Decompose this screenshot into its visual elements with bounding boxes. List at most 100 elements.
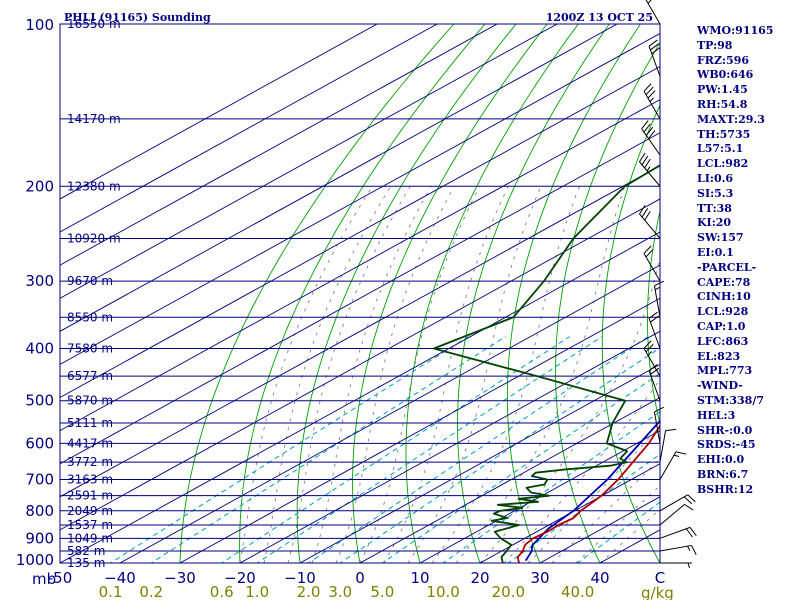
moist-adiabat-line <box>527 425 660 563</box>
isotherm-line <box>299 363 660 563</box>
mixing-ratio-tick-label: 5.0 <box>370 583 394 600</box>
temperature-tick-label: −20 <box>224 569 256 587</box>
pressure-tick-label: 1000 <box>16 551 54 569</box>
mixing-ratio-tick-label: 2.0 <box>297 583 321 600</box>
height-label: 135 m <box>67 556 105 570</box>
isotherm-line <box>239 330 660 563</box>
index-line: STM:338/7 <box>697 393 764 407</box>
mixing-ratio-line <box>381 372 660 563</box>
isotherm-line <box>179 297 660 563</box>
isotherm-line <box>119 264 660 563</box>
index-line: LI:0.6 <box>697 171 734 185</box>
temperature-tick-label: −40 <box>104 569 136 587</box>
wind-barb <box>659 526 697 539</box>
wind-barb <box>659 544 697 555</box>
moist-adiabat-line <box>503 378 660 563</box>
dry-adiabat-line <box>457 24 610 563</box>
height-label: 12380 m <box>67 179 121 193</box>
mixing-ratio-line <box>150 336 506 563</box>
height-label: 5870 m <box>67 394 113 408</box>
index-line: TP:98 <box>697 38 733 52</box>
index-line: WB0:646 <box>697 68 754 82</box>
mixing-ratio-tick-label: 0.1 <box>99 583 123 600</box>
dry-adiabat-line <box>239 24 486 563</box>
wind-barb <box>641 120 661 156</box>
pressure-tick-label: 800 <box>25 502 54 520</box>
height-label: 4417 m <box>67 436 113 450</box>
wind-barb <box>645 0 661 25</box>
height-label: 1049 m <box>67 531 113 545</box>
dry-adiabat-line <box>296 24 517 563</box>
index-line: CINH:10 <box>697 290 751 304</box>
height-label: 9670 m <box>67 274 113 288</box>
pressure-tick-label: 600 <box>25 434 54 452</box>
index-line: RH:54.8 <box>697 97 748 111</box>
stability-indices-panel: WMO:91165 TP:98 FRZ:596 WB0:646 PW:1.45 RH:54… <box>697 24 800 498</box>
height-label: 3772 m <box>67 455 113 469</box>
temperature-tick-label: 0 <box>355 569 365 587</box>
index-line: LCL:982 <box>697 157 749 171</box>
mixing-ratio-line <box>339 347 660 563</box>
index-line: BSHR:12 <box>697 482 754 496</box>
wind-barb <box>648 39 661 77</box>
pressure-tick-label: 200 <box>25 177 54 195</box>
isotherm-line <box>60 132 660 465</box>
dry-adiabats <box>179 24 660 563</box>
index-line: PW:1.45 <box>697 83 748 97</box>
dewpoint-trace <box>432 164 660 563</box>
mixing-ratio-line <box>507 453 660 563</box>
wind-barb <box>643 340 661 377</box>
pressure-tick-label: 300 <box>25 272 54 290</box>
pressure-unit: mb <box>32 570 56 588</box>
height-label: 1537 m <box>67 518 113 532</box>
height-label: 3163 m <box>67 473 113 487</box>
temperature-trace <box>516 424 660 563</box>
temperature-tick-label: 30 <box>530 569 549 587</box>
index-line: LCL:928 <box>697 305 749 319</box>
mixing-ratio-lines <box>109 336 660 563</box>
isotherm-line <box>60 24 439 233</box>
isotherm-line <box>60 99 660 432</box>
isotherm-line <box>419 430 660 563</box>
wind-barb <box>639 204 661 239</box>
index-line: HEL:3 <box>697 408 736 422</box>
isotherms <box>60 24 660 563</box>
temperature-tick-label: −10 <box>284 569 316 587</box>
index-line: SHR-:0.0 <box>697 423 753 437</box>
index-line: -WIND- <box>697 379 743 393</box>
height-label: 7580 m <box>67 342 113 356</box>
pressure-tick-label: 100 <box>25 16 54 34</box>
wind-barbs <box>639 0 697 569</box>
wind-barb <box>639 152 661 187</box>
index-line: TT:38 <box>697 201 732 215</box>
isotherm-line <box>359 397 660 563</box>
index-line: LFC:863 <box>697 334 749 348</box>
pressure-tick-label: 400 <box>25 340 54 358</box>
wind-barb <box>660 562 692 569</box>
temperature-tick-label: 40 <box>590 569 609 587</box>
height-label: 6577 m <box>67 369 113 383</box>
index-line: MAXT:29.3 <box>697 112 765 126</box>
wind-barb <box>648 364 661 401</box>
mixing-ratio-tick-label: 0.6 <box>210 583 234 600</box>
index-line: EI:0.1 <box>697 245 734 259</box>
isotherm-line <box>60 66 660 399</box>
isotherm-line <box>60 198 660 531</box>
mixing-ratio-tick-label: 20.0 <box>492 583 525 600</box>
mixing-ratio-line <box>220 336 571 563</box>
height-label: 2049 m <box>67 504 113 518</box>
parcel-trace <box>524 419 660 562</box>
wind-barb <box>659 451 687 480</box>
dry-adiabat-line <box>601 104 660 563</box>
index-line: SW:157 <box>697 231 744 245</box>
index-line: CAPE:78 <box>697 275 751 289</box>
index-line: L57:5.1 <box>697 142 744 156</box>
isotherm-line <box>60 24 379 200</box>
index-line: WMO:91165 <box>697 24 774 37</box>
moist-adiabat-line <box>383 186 509 563</box>
temperature-tick-label: −30 <box>164 569 196 587</box>
temperature-tick-label: -50 <box>48 569 73 587</box>
index-line: BRN:6.7 <box>697 467 749 481</box>
chart-time: 1200Z 13 OCT 25 <box>546 11 653 24</box>
